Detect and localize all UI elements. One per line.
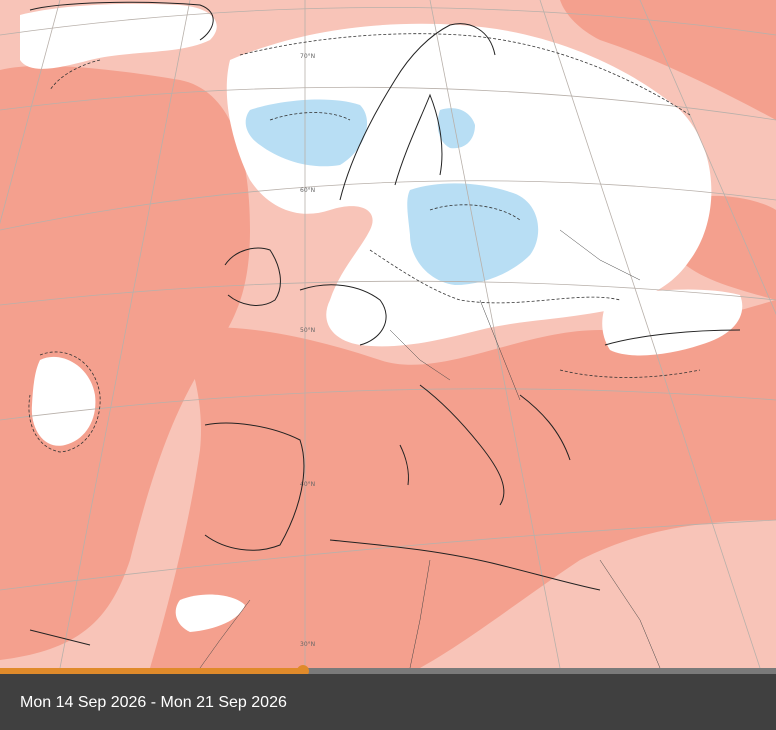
contour-lines [28,33,701,453]
date-range-label: Mon 14 Sep 2026 - Mon 21 Sep 2026 [20,694,287,711]
graticule [0,0,776,668]
caption-bar: Mon 14 Sep 2026 - Mon 21 Sep 2026 [0,674,776,730]
latitude-label: 70°N [300,53,315,60]
latitude-label: 60°N [300,187,315,194]
strong-warm-areas [0,0,776,668]
country-borders [199,229,661,668]
latitude-label: 40°N [300,481,315,488]
anomaly-map: 70°N 60°N 50°N 40°N 30°N [0,0,776,668]
coastlines [29,1,741,646]
latitude-label: 50°N [300,327,315,334]
timeline-progress [0,668,303,674]
graticule-labels: 70°N 60°N 50°N 40°N 30°N [300,53,315,648]
latitude-label: 30°N [300,641,315,648]
cool-areas [245,99,539,285]
